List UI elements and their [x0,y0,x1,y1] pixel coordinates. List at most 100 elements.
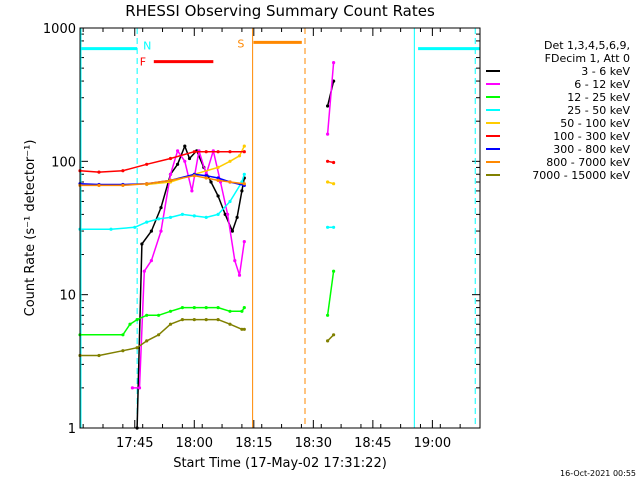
data-point [190,189,194,193]
legend-entry: 100 - 300 keV [553,130,630,143]
series-line [80,174,245,187]
y-tick-label: 1000 [43,22,76,37]
data-point [168,215,173,219]
data-point [326,225,330,229]
data-point [97,353,101,358]
data-point [133,225,137,229]
x-tick-label: 18:00 [176,436,213,451]
data-point [168,172,173,176]
data-point [192,214,196,218]
legend-entry: 3 - 6 keV [581,65,630,78]
data-point [240,309,244,313]
data-point [180,318,184,322]
data-point [157,333,161,337]
data-point [240,327,244,331]
x-tick-label: 17:45 [116,436,153,451]
data-point [168,322,173,326]
data-point [157,217,161,221]
data-point [204,215,208,219]
data-point [237,273,242,277]
series-line [79,150,245,173]
data-point [242,306,246,310]
data-point [332,225,336,229]
series-line [326,271,335,316]
data-point [140,242,144,246]
data-point [228,159,232,163]
data-point [216,176,220,180]
legend-entry: 50 - 100 keV [560,117,630,130]
legend-entry: 12 - 25 keV [567,91,630,104]
night-marker-label: N [143,40,151,53]
legend-entry: 6 - 12 keV [574,78,630,91]
timestamp-footer: 16-Oct-2021 00:55 [560,469,636,478]
data-point [326,180,330,184]
data-point [121,183,125,187]
data-point [242,327,246,331]
data-point [109,227,113,231]
x-tick-label: 19:00 [414,436,451,451]
data-point [149,229,153,233]
data-point [216,178,220,182]
data-point [216,212,220,216]
x-axis-label: Start Time (17-May-02 17:31:22) [173,456,387,471]
data-point [159,229,163,233]
data-point [237,154,242,158]
data-point [128,322,132,326]
data-point [216,165,220,169]
legend-entry: 800 - 7000 keV [546,156,630,169]
x-tick-label: 18:30 [295,436,332,451]
data-point [192,306,196,310]
data-point [223,212,227,216]
saa-marker-label: S [237,37,244,50]
data-point [326,104,330,108]
data-point [233,259,237,263]
data-point [226,212,230,216]
data-point [204,176,208,180]
y-tick-label: 10 [59,289,76,304]
data-point [145,313,149,317]
data-point [228,199,232,204]
data-point [216,150,220,154]
data-point [121,333,125,337]
flare-marker-label: F [140,56,146,69]
data-point [204,174,208,178]
x-tick-label: 18:15 [235,436,272,451]
data-point [242,150,246,154]
y-axis-label: Count Rate (s⁻¹ detector⁻¹) [23,140,38,317]
data-point [159,206,163,210]
legend-header: FDecim 1, Att 0 [545,52,630,65]
data-point [216,194,220,198]
series-line [326,62,335,135]
data-point [240,189,244,193]
plot-frame [79,27,481,429]
data-point [137,386,142,390]
data-point [176,162,180,166]
data-point [242,182,246,186]
legend: Det 1,3,4,5,6,9,FDecim 1, Att 03 - 6 keV… [486,39,630,182]
data-point [326,159,330,163]
data-point [180,212,184,216]
data-point [183,159,187,163]
data-point [209,180,213,184]
chart-title: RHESSI Observing Summary Count Rates [125,2,435,20]
data-point [242,172,246,176]
data-point [142,269,146,273]
data-point [204,306,208,310]
data-point [326,313,330,317]
data-point [216,318,220,322]
data-point [332,61,336,65]
data-point [242,240,246,244]
legend-header: Det 1,3,4,5,6,9, [544,39,630,52]
data-point [180,306,184,310]
data-point [192,318,196,322]
data-point [135,318,139,322]
data-point [204,318,208,322]
data-point [145,162,149,166]
data-point [332,160,336,165]
data-point [332,182,336,186]
x-tick-label: 18:45 [354,436,391,451]
data-point [135,346,139,350]
data-point [145,339,149,343]
